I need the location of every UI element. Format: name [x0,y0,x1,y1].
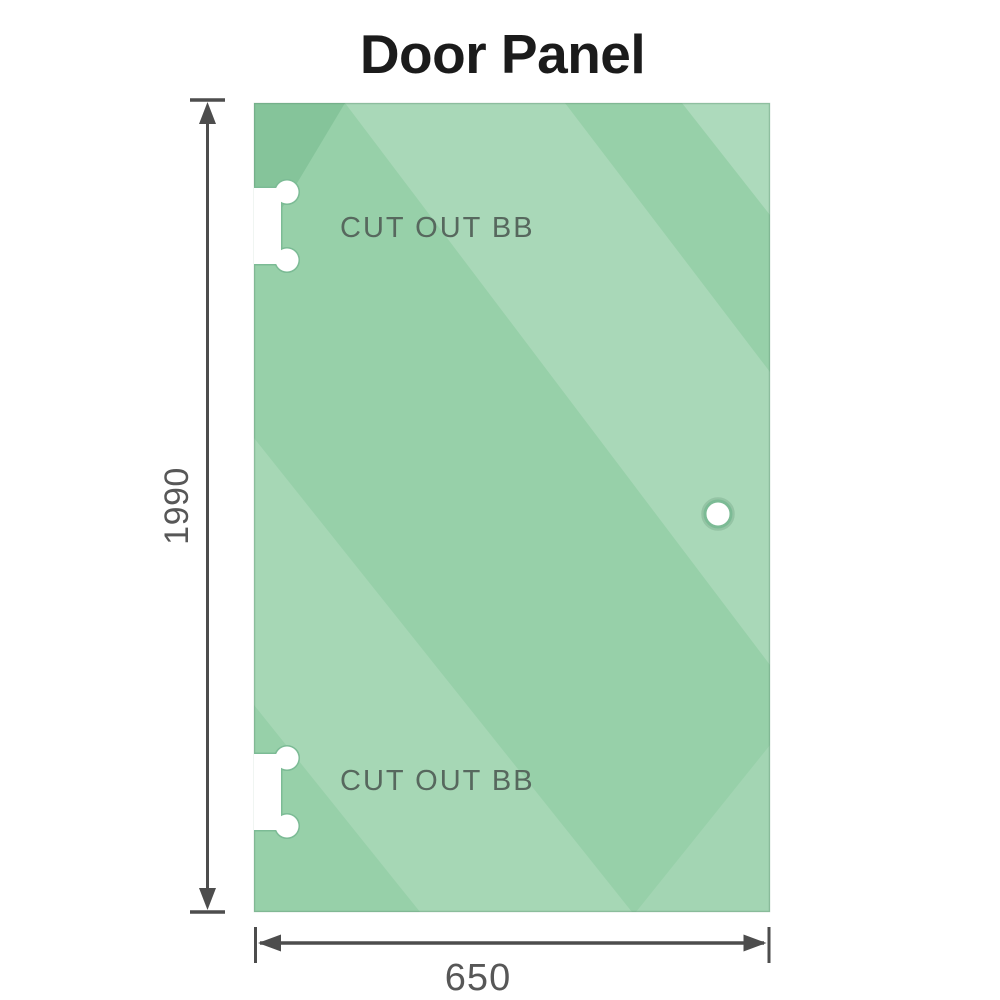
width-dim-value: 650 [445,957,511,999]
cutout-label-top: CUT OUT BB [340,212,535,244]
hinge-cutouts [254,179,300,839]
hinge-cutout-top [254,179,300,273]
handle-hole-bore [703,499,733,529]
glass-streak-topright [682,103,770,215]
glass-reflections [254,103,770,912]
cutout-label-bottom: CUT OUT BB [340,765,535,797]
diagram-title: Door Panel [359,23,646,85]
width-dim-arrow-left [258,934,281,952]
glass-streak-lower [254,438,632,912]
width-dim-arrow-right [743,934,767,952]
glass-streak-main [345,103,770,665]
hinge-cutout-bottom [254,745,300,839]
glass-panel-body [254,103,770,912]
glass-panel-edge [253,102,771,913]
height-dim-value: 1990 [158,467,196,545]
height-dimension [190,98,225,914]
height-dim-arrow-up [199,102,216,124]
height-dim-arrow-down [199,888,216,910]
width-dimension [254,927,771,963]
handle-hole-shadow-ring [701,497,735,531]
glass-streak-bottomright [636,745,770,912]
handle-hole [701,497,735,531]
glass-panel: CUT OUT BB CUT OUT BB [253,102,771,913]
